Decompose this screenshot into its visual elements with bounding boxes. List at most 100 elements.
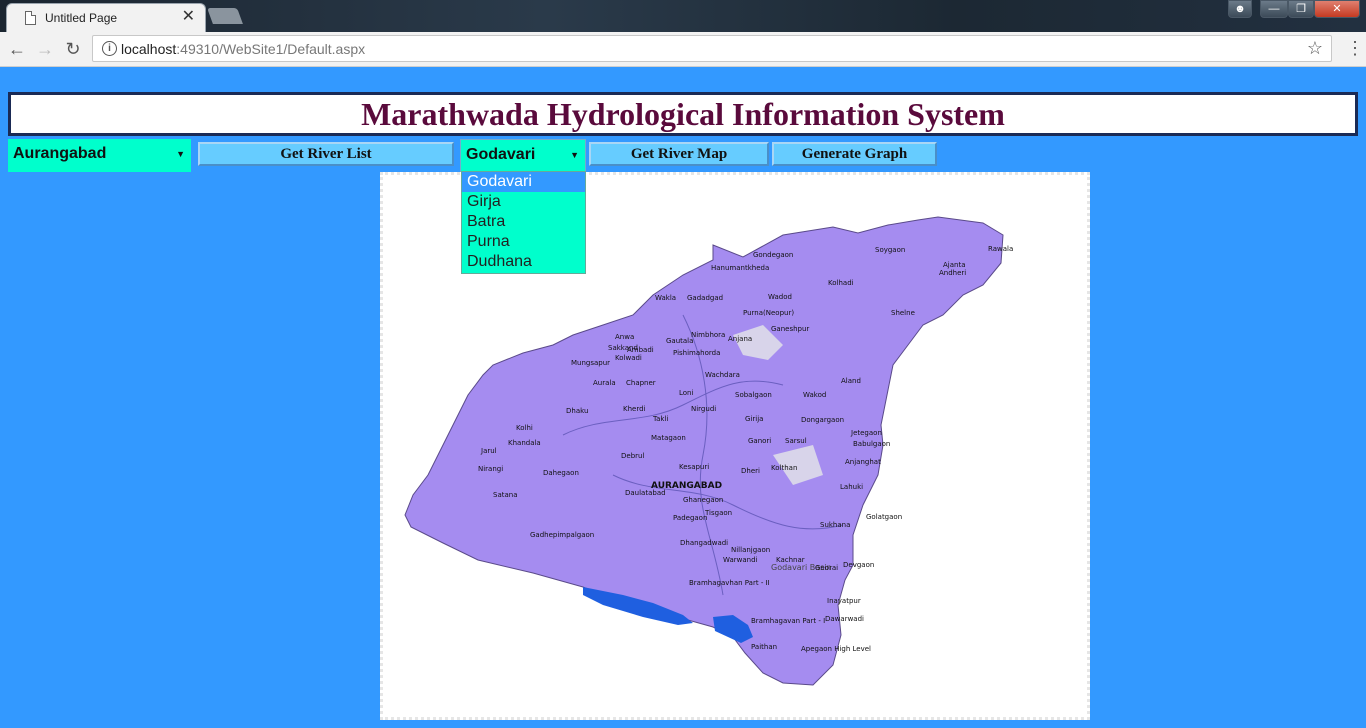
place-label: Purna(Neopur) (743, 309, 794, 317)
river-select-value: Godavari (466, 146, 536, 163)
place-label: Bramhagavhan Part - II (689, 579, 770, 587)
river-option-purna[interactable]: Purna (467, 233, 510, 250)
place-label: Babulgaon (853, 440, 890, 448)
river-line (682, 314, 724, 596)
tab-title: Untitled Page (45, 11, 118, 25)
place-label: Andheri (939, 269, 966, 277)
reload-icon[interactable]: ↻ (65, 39, 81, 59)
place-label: Padegaon (673, 514, 707, 522)
place-label: Nirgudi (691, 405, 716, 413)
place-label: Anjanghat (845, 458, 881, 466)
place-label: Bramhagavan Part - I (751, 617, 825, 625)
back-arrow-icon[interactable]: ← (8, 39, 26, 59)
close-window-button[interactable]: ✕ (1314, 0, 1360, 18)
river-option-batra[interactable]: Batra (467, 213, 506, 230)
river-option-girja[interactable]: Girja (467, 193, 501, 210)
place-label: Gautala (666, 337, 693, 345)
place-label: Kesapuri (679, 463, 709, 471)
place-label: Devgaon (843, 561, 874, 569)
place-label: Soygaon (875, 246, 905, 254)
river-line (612, 474, 844, 530)
place-label: Inayatpur (827, 597, 861, 605)
bookmark-star-icon[interactable]: ☆ (1306, 38, 1323, 58)
place-label: Kachnar (776, 556, 805, 564)
page-icon (25, 11, 36, 25)
place-label: Wadod (768, 293, 792, 301)
forward-arrow-icon[interactable]: → (36, 39, 54, 59)
chevron-down-icon: ▼ (570, 150, 579, 160)
place-label: Dhaku (566, 407, 588, 415)
place-label: Golatgaon (866, 513, 902, 521)
river-stretch (583, 587, 693, 625)
district-select[interactable]: Aurangabad ▼ (8, 139, 191, 172)
place-label: Apegaon High Level (801, 645, 871, 653)
district-label: AURANGABAD (651, 481, 722, 491)
place-label: Dongargaon (801, 416, 844, 424)
place-label: Mungsapur (571, 359, 610, 367)
place-label: Satana (493, 491, 518, 499)
place-label: Sukhana (820, 521, 850, 529)
place-label: Chapner (626, 379, 656, 387)
place-label: Kherdi (623, 405, 646, 413)
maximize-button[interactable]: ❐ (1288, 0, 1314, 18)
place-label: Anwa (615, 333, 634, 341)
district-select-value: Aurangabad (13, 145, 107, 162)
place-label: Nillanjgaon (731, 546, 770, 554)
place-label: Georai (815, 564, 838, 572)
place-label: Paithan (751, 643, 777, 651)
place-label: Anjana (728, 335, 752, 343)
place-label: Ganeshpur (771, 325, 809, 333)
url-text: localhost:49310/WebSite1/Default.aspx (121, 41, 366, 57)
place-label: Aland (841, 377, 861, 385)
place-label: Debrul (621, 452, 644, 460)
place-label: Ajanta (943, 261, 966, 269)
river-select[interactable]: Godavari ▼ (460, 139, 586, 172)
generate-graph-button[interactable]: Generate Graph (772, 142, 937, 166)
place-label: Warwandi (723, 556, 758, 564)
hill-texture (733, 325, 783, 360)
place-label: Loni (679, 389, 693, 397)
close-tab-icon[interactable]: ✕ (181, 8, 195, 25)
title-bar: Untitled Page ✕ ☻ — ❐ ✕ (0, 0, 1366, 32)
place-label: Pishimahorda (673, 349, 720, 357)
place-label: Jarul (480, 447, 497, 455)
place-label: Dhangadwadi (680, 539, 728, 547)
place-label: Aurala (593, 379, 616, 387)
address-bar[interactable]: i localhost:49310/WebSite1/Default.aspx … (92, 35, 1332, 62)
page-header: Marathwada Hydrological Information Syst… (8, 92, 1358, 136)
menu-dots-icon[interactable]: ⋮ (1346, 38, 1364, 58)
place-label: Gondegaon (753, 251, 793, 259)
place-label: Dawarwadi (825, 615, 864, 623)
place-label: Rawala (988, 245, 1013, 253)
user-icon[interactable]: ☻ (1228, 0, 1252, 18)
place-label: Dheri (741, 467, 760, 475)
minimize-button[interactable]: — (1260, 0, 1288, 18)
get-river-list-button[interactable]: Get River List (198, 142, 454, 166)
place-label: Dahegaon (543, 469, 579, 477)
place-label: Khandala (508, 439, 541, 447)
river-option-godavari[interactable]: Godavari (462, 172, 585, 192)
place-label: Wakla (655, 294, 676, 302)
info-icon[interactable]: i (102, 41, 117, 56)
get-river-map-button[interactable]: Get River Map (589, 142, 769, 166)
place-label: Tisgaon (704, 509, 732, 517)
place-label: Lahuki (840, 483, 863, 491)
river-dropdown-list: Godavari Girja Batra Purna Dudhana (461, 171, 586, 274)
place-label: Ambadi (627, 346, 654, 354)
river-map-frame: AURANGABAD Godavari Basin Gondegaon Soyg… (380, 172, 1090, 720)
place-label: Wachdara (705, 371, 740, 379)
river-option-dudhana[interactable]: Dudhana (467, 253, 532, 270)
river-map-image: AURANGABAD Godavari Basin Gondegaon Soyg… (404, 216, 1013, 686)
place-label: Kolthan (771, 464, 797, 472)
place-label: Jetegaon (850, 429, 882, 437)
basin-label: Godavari Basin (771, 563, 832, 572)
browser-tab[interactable]: Untitled Page ✕ (6, 3, 206, 32)
new-tab-button[interactable] (207, 8, 243, 24)
place-label: Takli (652, 415, 668, 423)
place-label: Sobalgaon (735, 391, 772, 399)
place-label: Kolhi (516, 424, 533, 432)
place-label: Kolwadi (615, 354, 642, 362)
place-label: Wakod (803, 391, 826, 399)
hill-texture (773, 445, 823, 485)
place-label: Nimbhora (691, 331, 725, 339)
